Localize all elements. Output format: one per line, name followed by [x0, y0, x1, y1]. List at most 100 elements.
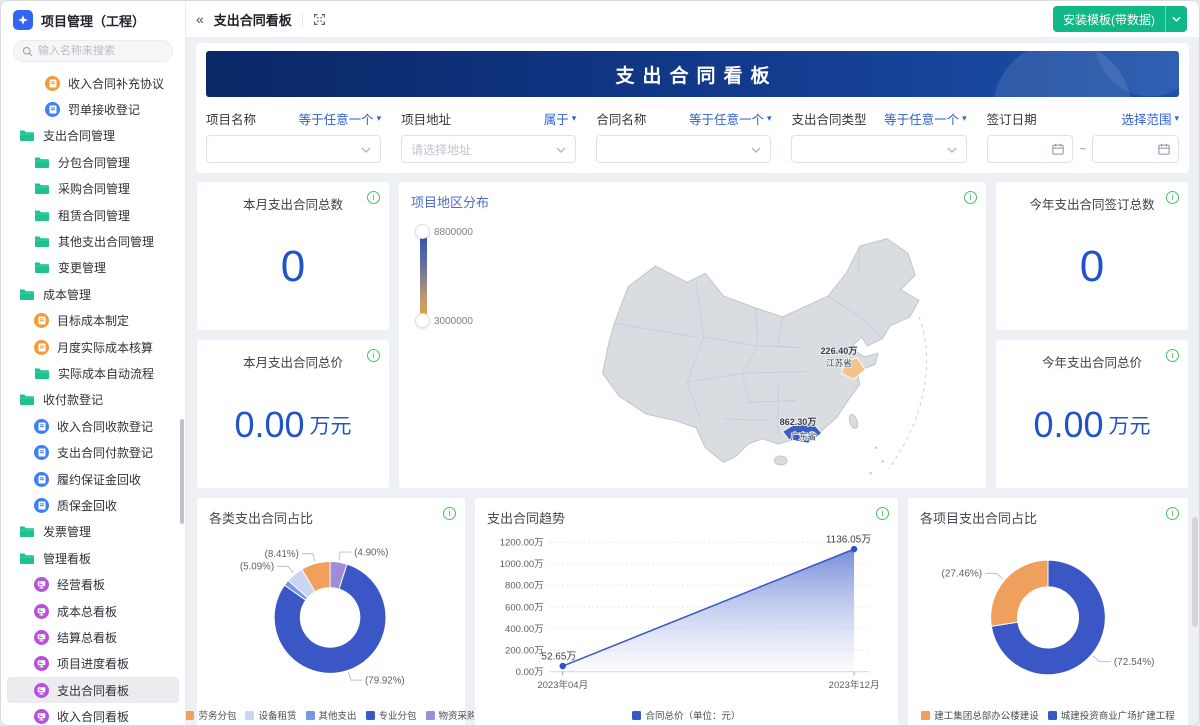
- filter-operator[interactable]: 等于任意一个 ▾: [298, 113, 382, 127]
- map-legend-handle-max[interactable]: [415, 224, 430, 239]
- info-icon[interactable]: i: [964, 191, 977, 204]
- filter-operator[interactable]: 等于任意一个 ▾: [688, 113, 772, 127]
- board-purple-icon: [34, 709, 49, 725]
- install-dropdown-caret[interactable]: [1165, 6, 1187, 32]
- sidebar-item-label: 成本总看板: [57, 604, 118, 619]
- stat-value: 0: [280, 241, 306, 291]
- sidebar-item-13[interactable]: 收入合同收款登记: [7, 413, 179, 439]
- legend-item-其他支出[interactable]: 其他支出: [305, 708, 357, 722]
- map-legend-handle-min[interactable]: [415, 313, 430, 328]
- filter-select-0[interactable]: [206, 135, 382, 163]
- sidebar-item-label: 月度实际成本核算: [57, 340, 154, 355]
- stat-title: 今年支出合同签订总数: [1029, 198, 1155, 212]
- sidebar-item-8[interactable]: 成本管理: [7, 281, 179, 307]
- filter-operator[interactable]: 属于 ▾: [543, 113, 577, 127]
- sidebar-item-10[interactable]: 月度实际成本核算: [7, 334, 179, 360]
- pie-slice-建工集团总部办公楼建设[interactable]: [990, 559, 1049, 627]
- data-point-0[interactable]: [559, 662, 566, 670]
- info-icon[interactable]: i: [1166, 349, 1179, 362]
- sidebar-item-20[interactable]: 成本总看板: [7, 598, 179, 624]
- sidebar-item-1[interactable]: 罚单接收登记: [7, 96, 179, 122]
- folder-icon: [34, 182, 50, 195]
- sidebar-item-label: 收入合同看板: [57, 710, 130, 725]
- filter-3: 支出合同类型 等于任意一个 ▾: [791, 109, 967, 163]
- sidebar-item-16[interactable]: 质保金回收: [7, 492, 179, 518]
- info-icon[interactable]: i: [367, 349, 380, 362]
- legend-item-城建投资商业广场扩建工程[interactable]: 城建投资商业广场扩建工程: [1047, 708, 1175, 722]
- map-label-name-guangdong: 广东省: [791, 431, 817, 442]
- hainan-island: [773, 455, 788, 466]
- install-template-button[interactable]: 安装模板(带数据): [1053, 6, 1187, 32]
- sidebar-item-label: 收入合同收款登记: [57, 419, 154, 434]
- sidebar-item-19[interactable]: 经营看板: [7, 571, 179, 597]
- sidebar-item-label: 管理看板: [43, 551, 92, 566]
- label-leader-line: [338, 551, 352, 561]
- filter-operator[interactable]: 选择范围 ▾: [1121, 113, 1179, 127]
- sidebar-scrollbar[interactable]: [180, 419, 184, 524]
- sidebar-item-23[interactable]: 支出合同看板: [7, 676, 179, 704]
- info-icon[interactable]: i: [1166, 507, 1179, 520]
- legend-swatch: [245, 710, 255, 720]
- collapse-sidebar-icon[interactable]: «: [196, 11, 204, 27]
- pie-slice-城建投资商业广场扩建工程[interactable]: [990, 559, 1106, 676]
- info-icon[interactable]: i: [443, 507, 456, 520]
- sidebar-item-5[interactable]: 租赁合同管理: [7, 202, 179, 228]
- calendar-icon: [1052, 143, 1064, 155]
- sidebar-item-4[interactable]: 采购合同管理: [7, 176, 179, 202]
- sidebar-search[interactable]: [13, 40, 173, 62]
- sidebar-item-18[interactable]: 管理看板: [7, 545, 179, 571]
- sidebar-item-24[interactable]: 收入合同看板: [7, 703, 179, 725]
- legend-item-合同总价（单位：元）[interactable]: 合同总价（单位：元）: [632, 708, 741, 722]
- sidebar-item-label: 收付款登记: [43, 393, 104, 408]
- sidebar-search-input[interactable]: [38, 45, 158, 57]
- region-guangdong[interactable]: [781, 420, 823, 444]
- fullscreen-icon[interactable]: [313, 13, 326, 26]
- sidebar-item-6[interactable]: 其他支出合同管理: [7, 228, 179, 254]
- stat-title: 今年支出合同总价: [1041, 356, 1142, 370]
- filter-operator[interactable]: 等于任意一个 ▾: [884, 113, 967, 127]
- legend-item-劳务分包[interactable]: 劳务分包: [186, 708, 236, 722]
- sidebar-item-22[interactable]: 项目进度看板: [7, 651, 179, 677]
- sidebar-item-0[interactable]: 收入合同补充协议: [7, 70, 179, 96]
- map-legend-min: 3000000: [434, 316, 473, 327]
- sidebar-item-2[interactable]: 支出合同管理: [7, 123, 179, 149]
- legend-item-物资采购[interactable]: 物资采购: [425, 708, 477, 722]
- y-tick-label: 600.00万: [505, 602, 544, 613]
- legend-item-专业分包[interactable]: 专业分包: [365, 708, 417, 722]
- date-input-start[interactable]: [986, 135, 1074, 163]
- filter-select-3[interactable]: [791, 135, 967, 163]
- data-point-1[interactable]: [850, 545, 858, 553]
- info-icon[interactable]: i: [876, 507, 889, 520]
- sidebar-item-21[interactable]: 结算总看板: [7, 624, 179, 650]
- date-range-separator: ~: [1079, 142, 1087, 156]
- filter-daterange: ~: [986, 135, 1180, 163]
- install-template-label[interactable]: 安装模板(带数据): [1053, 6, 1165, 32]
- filter-select-1[interactable]: 请选择地址: [401, 135, 577, 163]
- sidebar-item-17[interactable]: 发票管理: [7, 519, 179, 545]
- sidebar-item-7[interactable]: 变更管理: [7, 255, 179, 281]
- page-scrollbar[interactable]: [1192, 517, 1198, 627]
- sidebar-item-9[interactable]: 目标成本制定: [7, 308, 179, 334]
- sidebar-item-15[interactable]: 履约保证金回收: [7, 466, 179, 492]
- region-jiangsu[interactable]: [841, 357, 866, 381]
- info-icon[interactable]: i: [367, 191, 380, 204]
- filter-label: 合同名称: [596, 113, 647, 127]
- caret-down-icon: ▾: [766, 113, 772, 123]
- pie-slice-劳务分包[interactable]: [301, 561, 331, 593]
- legend-item-设备租赁[interactable]: 设备租赁: [245, 708, 297, 722]
- board-purple-icon: [34, 577, 49, 593]
- filter-select-2[interactable]: [596, 135, 772, 163]
- sidebar-item-11[interactable]: 实际成本自动流程: [7, 360, 179, 386]
- sidebar-item-12[interactable]: 收付款登记: [7, 387, 179, 413]
- y-tick-label: 400.00万: [505, 624, 544, 635]
- sidebar-item-3[interactable]: 分包合同管理: [7, 149, 179, 175]
- x-tick-label: 2023年12月: [829, 679, 880, 691]
- taiwan-island: [848, 413, 859, 429]
- pie-slice-label: (79.92%): [365, 675, 405, 686]
- sidebar-item-14[interactable]: 支出合同付款登记: [7, 439, 179, 465]
- chevron-down-icon: [947, 140, 957, 158]
- legend-item-建工集团总部办公楼建设[interactable]: 建工集团总部办公楼建设: [921, 708, 1039, 722]
- info-icon[interactable]: i: [1166, 191, 1179, 204]
- pie-slice-专业分包[interactable]: [273, 563, 387, 674]
- date-input-end[interactable]: [1092, 135, 1180, 163]
